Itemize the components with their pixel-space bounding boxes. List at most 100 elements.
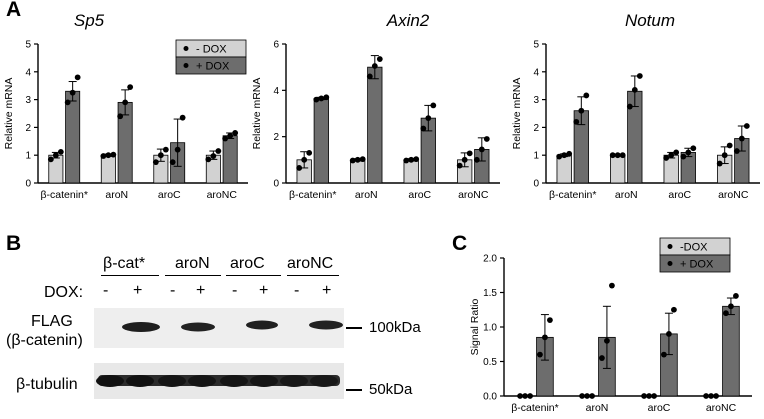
x-tick-label: aroN [586,402,609,414]
y-tick-label: 5 [25,40,31,51]
data-point [646,393,652,399]
data-point [537,351,543,358]
data-point [716,160,723,167]
data-point [609,152,616,159]
data-point [663,155,670,161]
data-point [162,146,169,153]
data-point [313,96,320,103]
x-tick-label: aroN [355,189,378,201]
data-point [210,153,217,159]
data-point [466,150,473,157]
data-point [215,148,222,154]
legend-marker [183,46,189,51]
y-tick-label: 3 [25,95,31,106]
data-point [105,152,112,159]
data-point [661,351,667,358]
legend-label: - DOX [196,44,227,56]
dox-sign: + [259,282,269,299]
x-tick-label: β-catenin* [549,189,596,201]
data-point [566,150,573,157]
y-tick-label: 4 [533,67,539,78]
data-point [232,130,239,136]
y-tick-label: 0 [273,179,279,190]
data-point [517,393,523,399]
data-point [578,107,585,114]
x-tick-label: aroC [158,189,181,201]
data-point [743,123,750,129]
y-tick-label: 0 [533,179,539,190]
data-point [222,135,229,142]
marker-flag-label: 100kDa [369,319,421,336]
blot-group-underline [226,275,281,276]
blot-group-underline [287,275,339,276]
dox-sign: - [170,282,176,299]
flag-label-sub: (β-catenin) [6,332,83,349]
dox-sign: - [232,282,238,299]
data-point [403,157,410,164]
data-point [542,334,548,341]
panel-letter-c: C [452,232,468,255]
data-point [69,89,76,96]
y-tick-label: 1.5 [483,288,497,299]
flag-label: FLAG [31,313,73,330]
data-point [547,317,553,323]
y-axis-label: Relative mRNA [252,78,263,150]
data-point [527,393,533,399]
y-tick-label: 6 [273,40,279,51]
tubulin-label: β-tubulin [16,376,78,393]
data-point [690,145,697,152]
data-point [376,56,383,62]
data-point [609,282,615,289]
data-point [721,152,728,159]
y-tick-label: 2.0 [483,254,497,265]
chart-axin2: 0 2 4 6 Relative mRNA Axin2 β-catenin* aroN aroC… [252,11,500,201]
x-tick-label: β-catenin* [289,189,336,201]
dox-sign: - [294,282,300,299]
x-tick-label: aroC [648,402,671,414]
data-point [152,159,159,166]
data-point [561,152,568,159]
blot-group-label: aroC [230,255,265,272]
x-tick-label: β-catenin* [41,189,88,201]
data-point [733,148,740,154]
data-point [713,393,719,399]
y-tick-label: 0 [25,179,31,190]
data-point [174,146,181,153]
data-point [673,149,680,156]
legend-label: + DOX [680,259,714,271]
blot-group-label: aroN [175,255,210,272]
y-tick-label: 0.5 [483,357,497,368]
legend-marker [667,261,673,266]
data-point [74,74,81,81]
data-point [680,153,687,160]
data-point [318,95,325,102]
y-axis-label: Relative mRNA [3,78,15,150]
x-tick-label: aroNC [718,189,749,201]
data-point [100,153,107,159]
chart-signal-ratio: 0.0 0.5 1.0 1.5 2.0 Signal Ratio β-catenin* aro… [469,237,752,414]
y-tick-label: 4 [25,67,31,78]
y-tick-label: 0.0 [483,392,497,403]
data-point [430,102,437,109]
data-point [619,152,626,159]
data-point [583,92,590,99]
bar [313,98,329,184]
data-point [666,331,672,337]
x-tick-label: aroNC [207,189,238,201]
data-point [473,156,480,163]
data-point [636,73,643,79]
data-point [169,159,176,166]
chart-title: Notum [625,11,675,30]
y-tick-label: 2 [533,123,539,134]
data-point [703,393,709,399]
chart-title: Axin2 [386,11,430,30]
x-tick-label: β-catenin* [511,402,558,414]
data-point [354,156,361,163]
blot-group-underline [165,275,221,276]
bar [610,154,626,184]
data-point [205,156,212,163]
data-point [726,142,733,149]
dox-sign: + [133,282,143,299]
data-point [227,132,234,139]
y-axis-label: Relative mRNA [511,78,523,150]
